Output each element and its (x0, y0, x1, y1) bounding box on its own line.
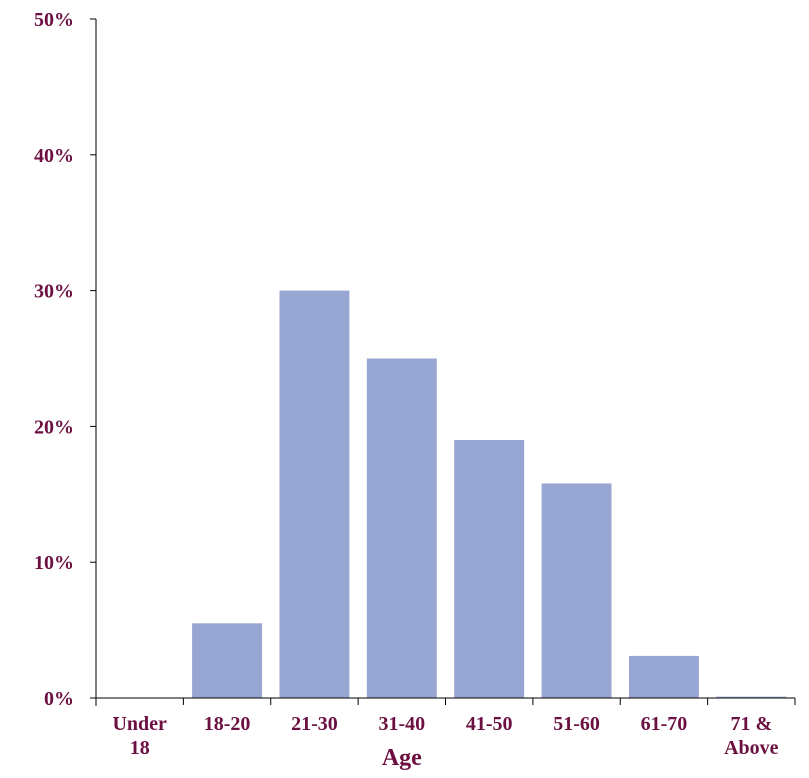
y-tick-label: 10% (34, 552, 74, 574)
x-category-label: 21-30 (291, 713, 338, 735)
y-tick-labels: 0% 10% 20% 30% 40% 50% (34, 9, 74, 710)
bar-2 (279, 290, 350, 698)
bar-6 (628, 655, 699, 698)
y-tick-label: 0% (44, 688, 74, 710)
x-category-labels: Under 18 18-20 21-30 31-40 41-50 51-60 61-70 71 … (112, 713, 778, 759)
x-category-label: Under 18 (112, 713, 167, 759)
x-category-label: 71 & Above (724, 713, 779, 759)
x-category-label: 41-50 (466, 713, 513, 735)
x-category-label: 31-40 (378, 713, 425, 735)
bar-7 (716, 696, 787, 698)
y-tick-label: 50% (34, 9, 74, 31)
x-axis-title: Age (382, 745, 422, 771)
bar-3 (366, 358, 437, 698)
axes-group (90, 18, 796, 706)
x-category-label: 18-20 (204, 713, 251, 735)
x-category-label: 51-60 (553, 713, 600, 735)
y-tick-label: 20% (34, 416, 74, 438)
bar-4 (454, 439, 525, 698)
y-tick-label: 30% (34, 281, 74, 303)
y-tick-label: 40% (34, 145, 74, 167)
bar-1 (192, 623, 263, 698)
x-category-label: 61-70 (641, 713, 688, 735)
bars-group (192, 290, 787, 698)
bar-5 (541, 483, 612, 698)
